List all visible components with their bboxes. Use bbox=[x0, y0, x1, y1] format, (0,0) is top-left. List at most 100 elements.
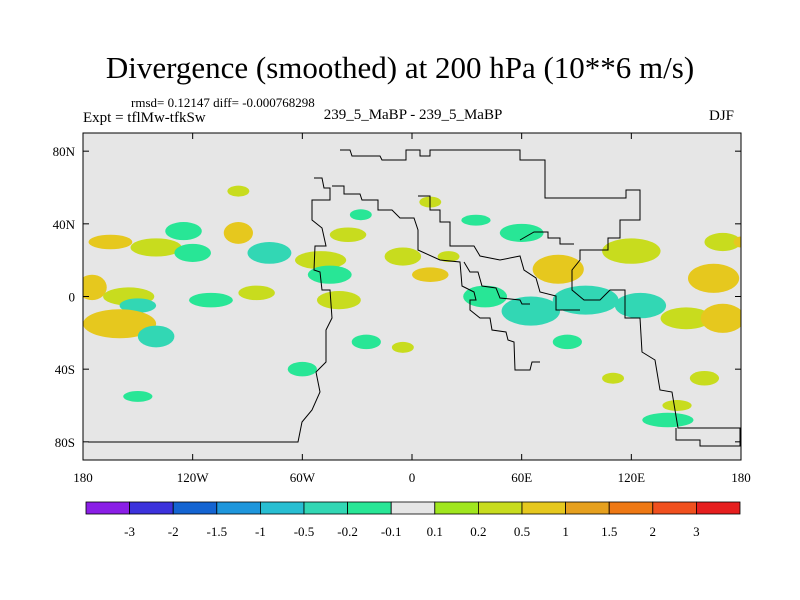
run-label: 239_5_MaBP - 239_5_MaBP bbox=[323, 107, 503, 123]
colorbar: -3 -2 -1.5 -1 -0.5 -0.2 -0.1 0.1 0.2 0.5 1 1.5 2 3 bbox=[85, 501, 741, 539]
colorbar-swatch-10 bbox=[521, 501, 566, 515]
x-tick-label-0: 180 bbox=[73, 470, 93, 485]
x-tick-label-3: 0 bbox=[409, 470, 416, 485]
colorbar-swatch-7 bbox=[390, 501, 436, 515]
field-blob-11 bbox=[412, 267, 449, 282]
colorbar-label-13: 3 bbox=[693, 524, 700, 539]
field-blob-33 bbox=[351, 334, 381, 350]
colorbar-swatch-2 bbox=[172, 501, 218, 515]
field-blob-34 bbox=[391, 341, 414, 353]
field-blob-22 bbox=[238, 285, 275, 301]
colorbar-swatch-8 bbox=[434, 501, 479, 515]
field-blob-24 bbox=[137, 325, 175, 348]
field-blob-14 bbox=[532, 254, 584, 284]
field-blob-26 bbox=[463, 285, 508, 308]
divergence-field bbox=[83, 185, 741, 428]
y-tick-label-0: 80N bbox=[53, 144, 76, 159]
x-tick-label-2: 60W bbox=[290, 470, 316, 485]
field-blob-23 bbox=[83, 309, 157, 339]
field-blob-18 bbox=[83, 274, 107, 301]
colorbar-swatch-13 bbox=[652, 501, 697, 515]
field-blob-35 bbox=[552, 334, 582, 350]
y-axis: 80N 40N 0 40S 80S bbox=[53, 144, 741, 450]
field-blob-43 bbox=[437, 251, 460, 262]
colorbar-label-1: -2 bbox=[168, 524, 179, 539]
field-blob-21 bbox=[189, 292, 233, 308]
field-blob-20 bbox=[119, 298, 157, 313]
field-blob-37 bbox=[123, 390, 153, 402]
colorbar-swatch-9 bbox=[477, 501, 523, 515]
field-blob-27 bbox=[501, 296, 561, 326]
field-blob-38 bbox=[642, 412, 694, 428]
field-blob-44 bbox=[733, 236, 741, 248]
x-tick-label-5: 120E bbox=[618, 470, 646, 485]
field-blob-41 bbox=[227, 185, 250, 197]
field-blob-3 bbox=[174, 243, 211, 262]
field-blob-39 bbox=[662, 400, 692, 411]
field-blob-13 bbox=[499, 223, 544, 243]
y-tick-label-1: 40N bbox=[53, 217, 76, 232]
field-blob-29 bbox=[614, 292, 667, 319]
x-tick-label-4: 60E bbox=[511, 470, 532, 485]
colorbar-swatch-5 bbox=[303, 501, 348, 515]
coastline-asia bbox=[418, 195, 580, 311]
field-blob-8 bbox=[329, 227, 367, 242]
colorbar-label-10: 1 bbox=[562, 524, 569, 539]
field-blob-7 bbox=[307, 265, 352, 284]
colorbar-swatch-12 bbox=[608, 501, 654, 515]
colorbar-swatch-11 bbox=[565, 501, 610, 515]
colorbar-label-0: -3 bbox=[124, 524, 135, 539]
colorbar-swatch-14 bbox=[696, 501, 741, 515]
colorbar-label-6: -0.1 bbox=[381, 524, 402, 539]
field-blob-10 bbox=[384, 247, 422, 266]
colorbar-label-9: 0.5 bbox=[514, 524, 530, 539]
field-blob-16 bbox=[687, 263, 740, 293]
field-blob-15 bbox=[602, 238, 661, 264]
season-label: DJF bbox=[709, 108, 735, 124]
colorbar-swatch-1 bbox=[129, 501, 174, 515]
field-blob-31 bbox=[700, 303, 741, 333]
field-blob-2 bbox=[165, 222, 202, 241]
coastline-peninsula bbox=[463, 261, 530, 305]
chart-title: Divergence (smoothed) at 200 hPa (10**6 … bbox=[105, 50, 695, 85]
coastline-europe bbox=[332, 185, 540, 371]
colorbar-label-8: 0.2 bbox=[470, 524, 486, 539]
colorbar-label-12: 2 bbox=[650, 524, 657, 539]
coastline-inner bbox=[519, 231, 574, 245]
field-blob-36 bbox=[602, 372, 625, 384]
colorbar-swatch-4 bbox=[259, 501, 305, 515]
field-blob-6 bbox=[295, 251, 347, 270]
colorbar-label-11: 1.5 bbox=[601, 524, 617, 539]
y-tick-label-2: 0 bbox=[69, 290, 76, 305]
colorbar-label-4: -0.5 bbox=[294, 524, 315, 539]
colorbar-label-5: -0.2 bbox=[337, 524, 358, 539]
experiment-label: Expt = tflMw-tfkSw bbox=[83, 110, 206, 126]
field-blob-5 bbox=[247, 242, 292, 264]
field-blob-25 bbox=[316, 291, 361, 310]
field-blob-0 bbox=[88, 234, 133, 250]
field-blob-32 bbox=[287, 361, 317, 377]
coastline-west bbox=[88, 177, 333, 443]
coastlines bbox=[88, 149, 741, 447]
field-blob-9 bbox=[349, 209, 372, 221]
field-blob-12 bbox=[461, 214, 491, 226]
field-blob-4 bbox=[223, 222, 253, 244]
field-blob-30 bbox=[660, 307, 712, 330]
field-blob-17 bbox=[704, 232, 741, 252]
x-axis: 180 120W 60W 0 60E 120E 180 bbox=[73, 133, 751, 485]
y-tick-label-3: 40S bbox=[55, 362, 75, 377]
field-blob-40 bbox=[689, 370, 720, 386]
x-tick-label-1: 120W bbox=[177, 470, 210, 485]
colorbar-label-3: -1 bbox=[255, 524, 266, 539]
stats-line: rmsd= 0.12147 diff= -0.000768298 bbox=[131, 95, 315, 110]
colorbar-label-7: 0.1 bbox=[427, 524, 443, 539]
colorbar-swatch-6 bbox=[347, 501, 392, 515]
field-blob-1 bbox=[130, 238, 182, 257]
colorbar-swatch-0 bbox=[85, 501, 130, 515]
colorbar-swatch-3 bbox=[216, 501, 261, 515]
colorbar-label-2: -1.5 bbox=[207, 524, 228, 539]
y-tick-label-4: 80S bbox=[55, 435, 75, 450]
coastline-americas bbox=[340, 149, 741, 447]
x-tick-label-6: 180 bbox=[731, 470, 751, 485]
